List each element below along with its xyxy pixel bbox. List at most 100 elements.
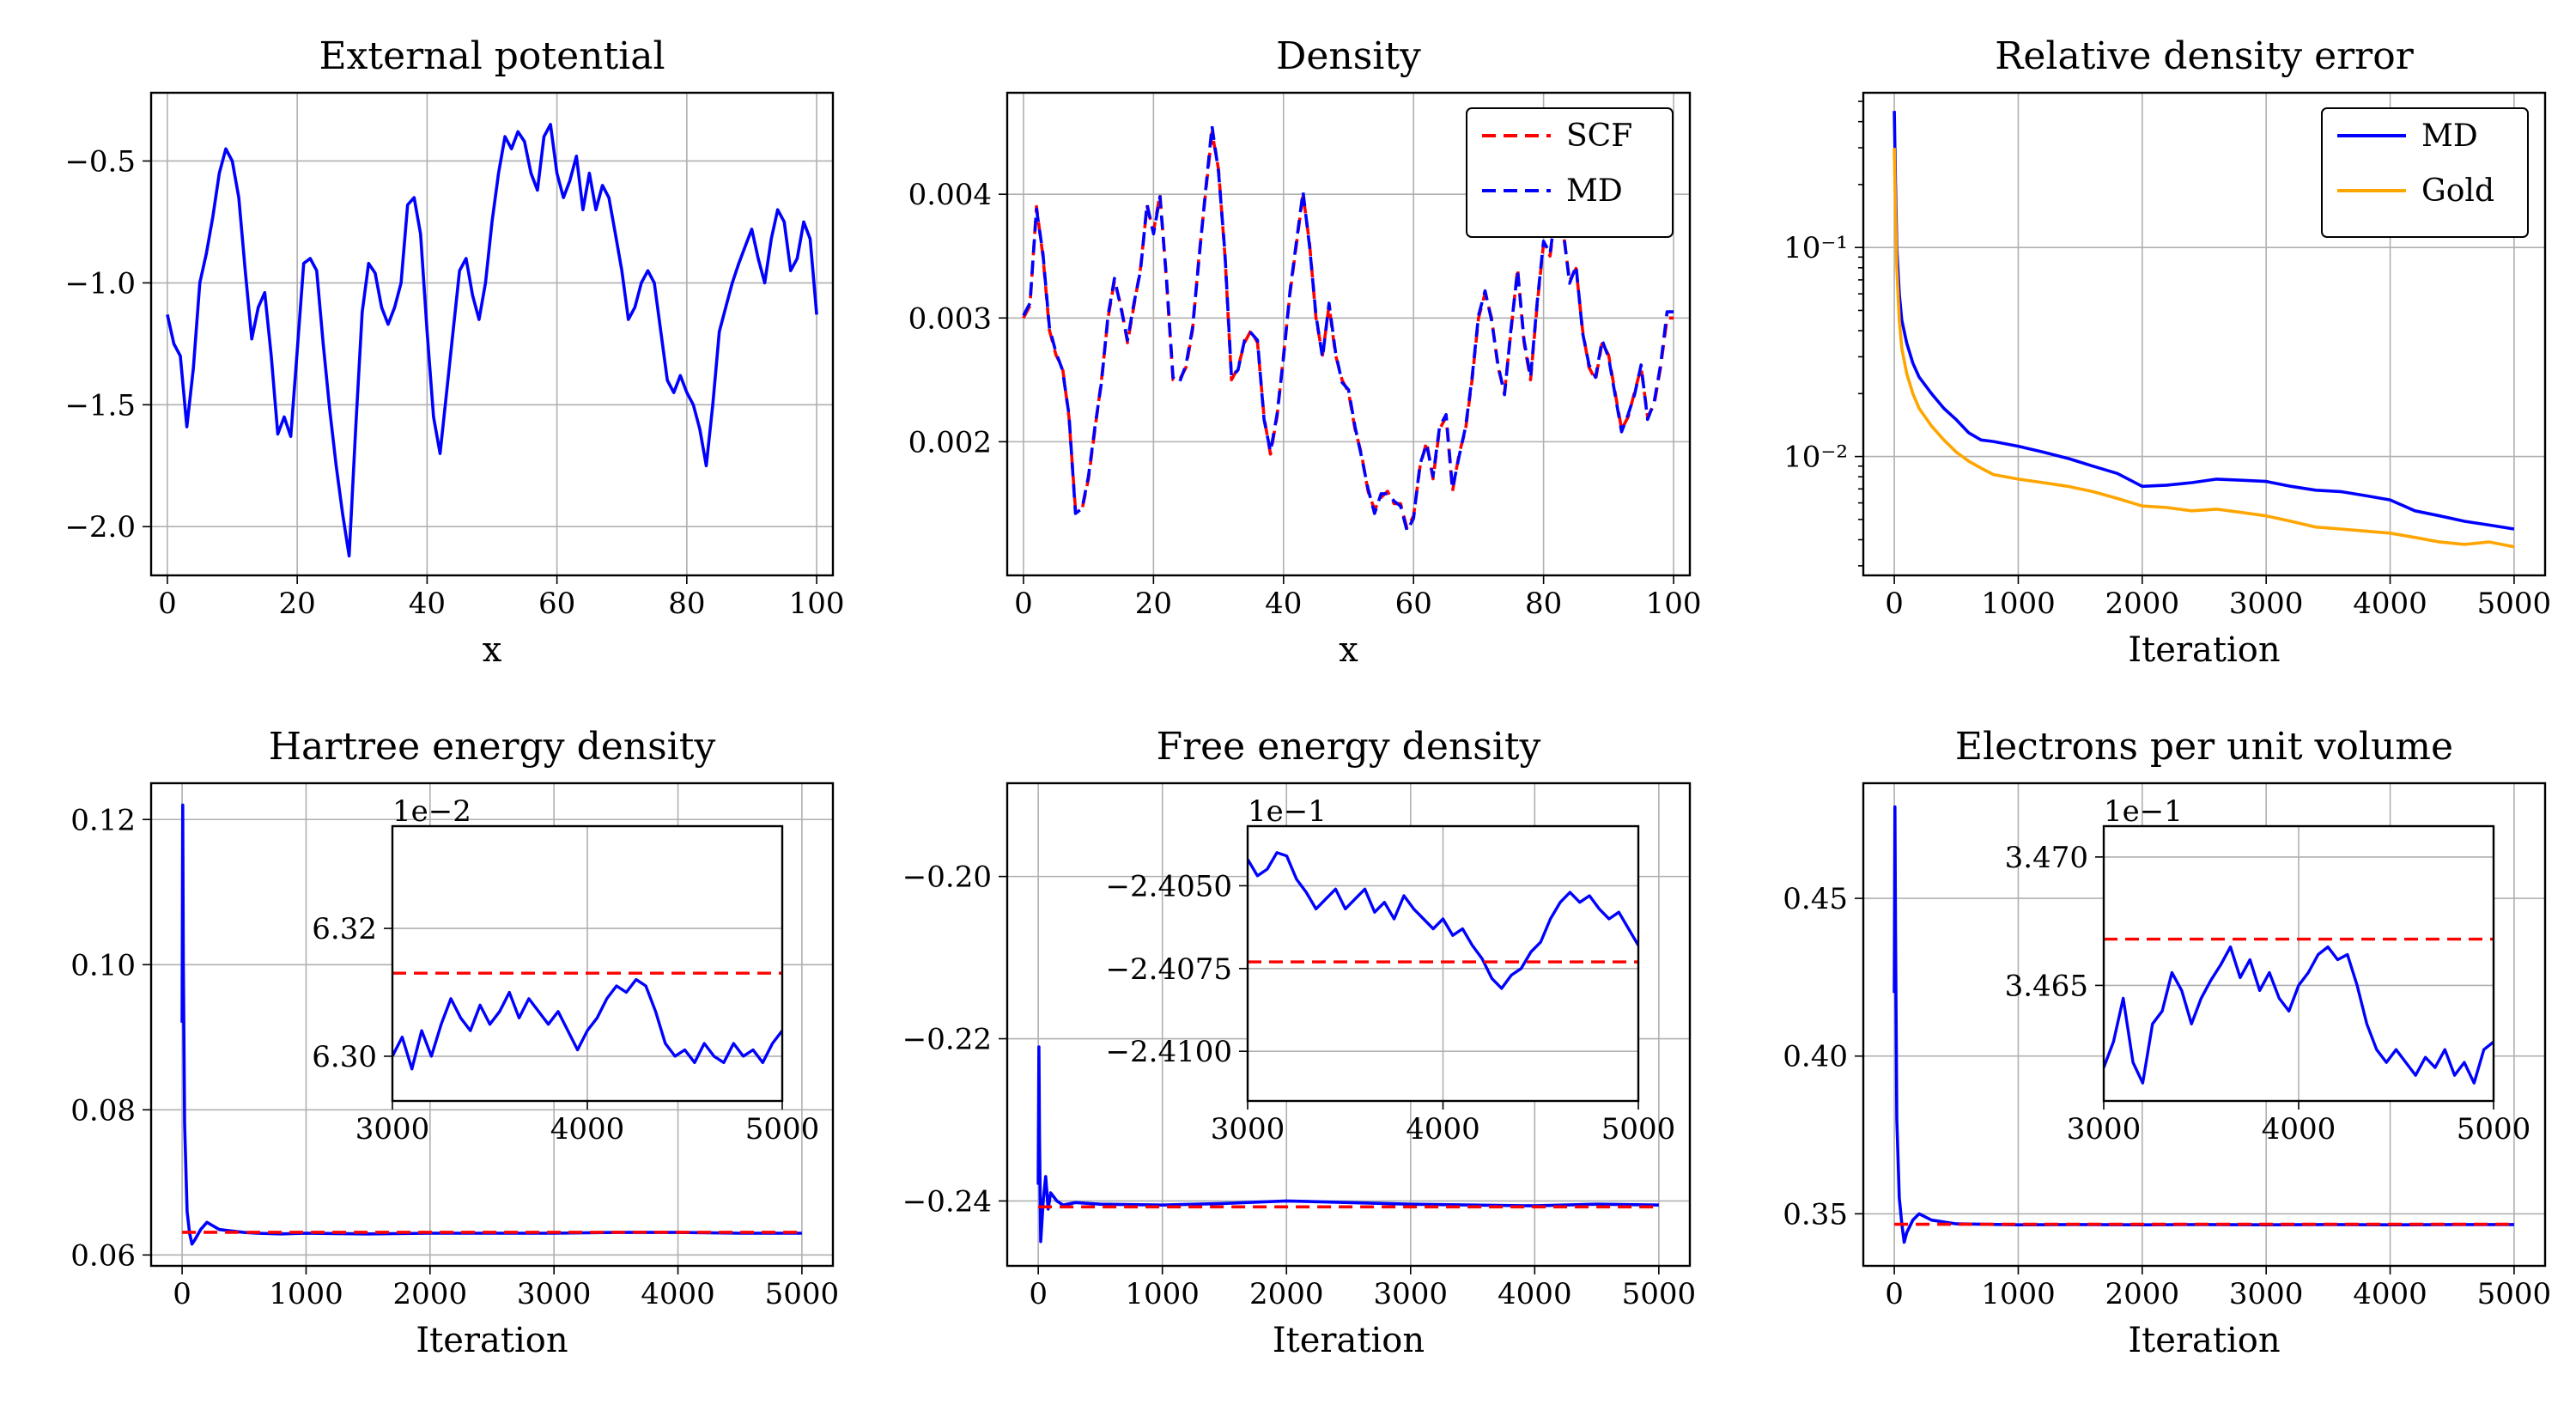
inset-x-tick-label: 5000 bbox=[1601, 1112, 1676, 1146]
x-tick-label: 1000 bbox=[1981, 587, 2056, 621]
inset-series-line bbox=[2104, 945, 2494, 1085]
panel-title: Density bbox=[1276, 34, 1421, 78]
x-tick-label: 0 bbox=[1014, 587, 1033, 621]
legend-label-md: MD bbox=[1566, 173, 1623, 209]
x-tick-label: 5000 bbox=[1622, 1277, 1697, 1311]
x-tick-label: 0 bbox=[1029, 1277, 1048, 1311]
x-tick-label: 4000 bbox=[2353, 587, 2427, 621]
panel-title: Electrons per unit volume bbox=[1955, 725, 2453, 769]
panel-title: Hartree energy density bbox=[269, 725, 716, 769]
inset-axes: 3000 4000 5000 3.465 3.470 1e−1 bbox=[2005, 794, 2531, 1146]
legend-label-scf: SCF bbox=[1566, 119, 1632, 154]
x-tick-label: 80 bbox=[1525, 587, 1562, 621]
y-tick-label: 0.12 bbox=[70, 803, 136, 837]
x-tick-label: 20 bbox=[279, 587, 316, 621]
y-tick-label: 0.002 bbox=[908, 425, 992, 459]
series-line-md bbox=[1022, 125, 1674, 532]
y-tick-label: −1.5 bbox=[64, 388, 136, 423]
x-tick-label: 1000 bbox=[1125, 1277, 1200, 1311]
y-tick-label: 0.40 bbox=[1783, 1040, 1848, 1074]
x-axis-label: Iteration bbox=[2128, 1321, 2280, 1360]
inset-x-tick-label: 4000 bbox=[1406, 1112, 1480, 1146]
axes-frame bbox=[1862, 781, 2547, 1268]
inset-offset-label: 1e−1 bbox=[2104, 794, 2183, 829]
y-tick-label: −0.5 bbox=[64, 144, 136, 179]
x-tick-label: 0 bbox=[173, 1277, 191, 1311]
x-tick-label: 100 bbox=[789, 587, 845, 621]
y-tick-label: 0.35 bbox=[1783, 1197, 1848, 1232]
inset-y-tick-label: −2.4075 bbox=[1106, 952, 1232, 987]
x-tick-label: 3000 bbox=[517, 1277, 592, 1311]
x-tick-label: 4000 bbox=[1498, 1277, 1572, 1311]
y-tick-label: 10⁻² bbox=[1783, 441, 1848, 475]
x-tick-label: 5000 bbox=[765, 1277, 840, 1311]
panel-title: Free energy density bbox=[1157, 725, 1541, 769]
inset-series-group bbox=[2104, 937, 2494, 1085]
inset-series-line bbox=[1248, 851, 1638, 990]
axes-frame bbox=[1005, 781, 1692, 1268]
legend-label-gold: Gold bbox=[2421, 173, 2494, 209]
inset-x-tick-label: 3000 bbox=[1211, 1112, 1285, 1146]
series-group bbox=[166, 123, 818, 558]
x-tick-label: 2000 bbox=[1249, 1277, 1324, 1311]
x-tick-label: 2000 bbox=[2105, 1277, 2180, 1311]
chart-panel-3: 0 1000 2000 3000 4000 5000 10⁻² 10⁻¹ Relative de… bbox=[1783, 34, 2551, 670]
y-tick-label: 0.003 bbox=[908, 301, 992, 336]
series-group bbox=[1893, 805, 2514, 1244]
legend-box bbox=[2321, 107, 2529, 238]
inset-y-tick-label: 6.30 bbox=[312, 1040, 377, 1074]
x-tick-label: 40 bbox=[409, 587, 446, 621]
panel-title: Relative density error bbox=[1995, 34, 2414, 78]
series-group bbox=[1893, 111, 2515, 549]
x-axis-label: Iteration bbox=[1273, 1321, 1425, 1360]
x-axis-label: Iteration bbox=[2128, 630, 2280, 670]
inset-y-tick-label: 3.470 bbox=[2005, 841, 2088, 875]
inset-y-tick-label: −2.4050 bbox=[1106, 869, 1232, 903]
y-tick-label: 0.004 bbox=[908, 178, 992, 212]
inset-offset-label: 1e−1 bbox=[1248, 794, 1327, 829]
x-tick-label: 1000 bbox=[1981, 1277, 2056, 1311]
y-tick-label: 0.08 bbox=[70, 1093, 136, 1128]
inset-y-tick-label: 3.465 bbox=[2005, 969, 2088, 1003]
axes-frame bbox=[1862, 91, 2547, 577]
x-tick-label: 0 bbox=[1885, 587, 1904, 621]
x-tick-label: 0 bbox=[158, 587, 177, 621]
x-tick-label: 4000 bbox=[2353, 1277, 2427, 1311]
legend: SCF MD bbox=[1466, 107, 1674, 238]
x-axis-label: Iteration bbox=[416, 1321, 568, 1360]
series-group bbox=[1036, 1045, 1659, 1244]
inset-series-line bbox=[392, 977, 782, 1071]
inset-x-tick-label: 5000 bbox=[2457, 1112, 2531, 1146]
axes-frame bbox=[1005, 91, 1692, 577]
y-tick-label: −0.22 bbox=[902, 1023, 992, 1057]
chart-panel-6: 0 1000 2000 3000 4000 5000 0.35 0.40 0.45 Electro… bbox=[1783, 725, 2551, 1360]
x-tick-label: 5000 bbox=[2477, 1277, 2552, 1311]
chart-panel-1: 0 20 40 60 80 100 −2.0 −1.5 −1.0 −0.5 External pot… bbox=[64, 34, 844, 670]
inset-axes: 3000 4000 5000 −2.4100 −2.4075 −2.4050 1e−1 bbox=[1106, 794, 1676, 1146]
legend-label-md: MD bbox=[2421, 119, 2478, 154]
x-tick-label: 20 bbox=[1135, 587, 1172, 621]
y-tick-label: −0.20 bbox=[902, 861, 992, 895]
x-tick-label: 2000 bbox=[2105, 587, 2180, 621]
inset-y-tick-label: −2.4100 bbox=[1106, 1035, 1232, 1069]
y-tick-label: −2.0 bbox=[64, 510, 136, 544]
x-tick-label: 3000 bbox=[1374, 1277, 1449, 1311]
legend-box bbox=[1466, 107, 1674, 238]
y-tick-label: −0.24 bbox=[902, 1184, 992, 1219]
inset-series-group bbox=[392, 971, 782, 1071]
legend: MD Gold bbox=[2321, 107, 2529, 238]
inset-y-tick-label: 6.32 bbox=[312, 912, 377, 946]
x-tick-label: 3000 bbox=[2229, 587, 2304, 621]
chart-panel-4: 0 1000 2000 3000 4000 5000 0.06 0.08 0.10 0.12 Har… bbox=[70, 725, 839, 1360]
x-tick-label: 3000 bbox=[2229, 1277, 2304, 1311]
chart-panel-5: 0 1000 2000 3000 4000 5000 −0.24 −0.22 −0.20 Free… bbox=[902, 725, 1696, 1360]
y-tick-label: 0.06 bbox=[70, 1238, 136, 1273]
x-tick-label: 4000 bbox=[641, 1277, 715, 1311]
x-axis-label: x bbox=[483, 630, 502, 670]
x-tick-label: 0 bbox=[1885, 1277, 1904, 1311]
x-tick-label: 5000 bbox=[2477, 587, 2552, 621]
y-tick-label: 0.45 bbox=[1783, 882, 1848, 916]
x-tick-label: 2000 bbox=[393, 1277, 468, 1311]
series-line-1 bbox=[1036, 1045, 1659, 1244]
